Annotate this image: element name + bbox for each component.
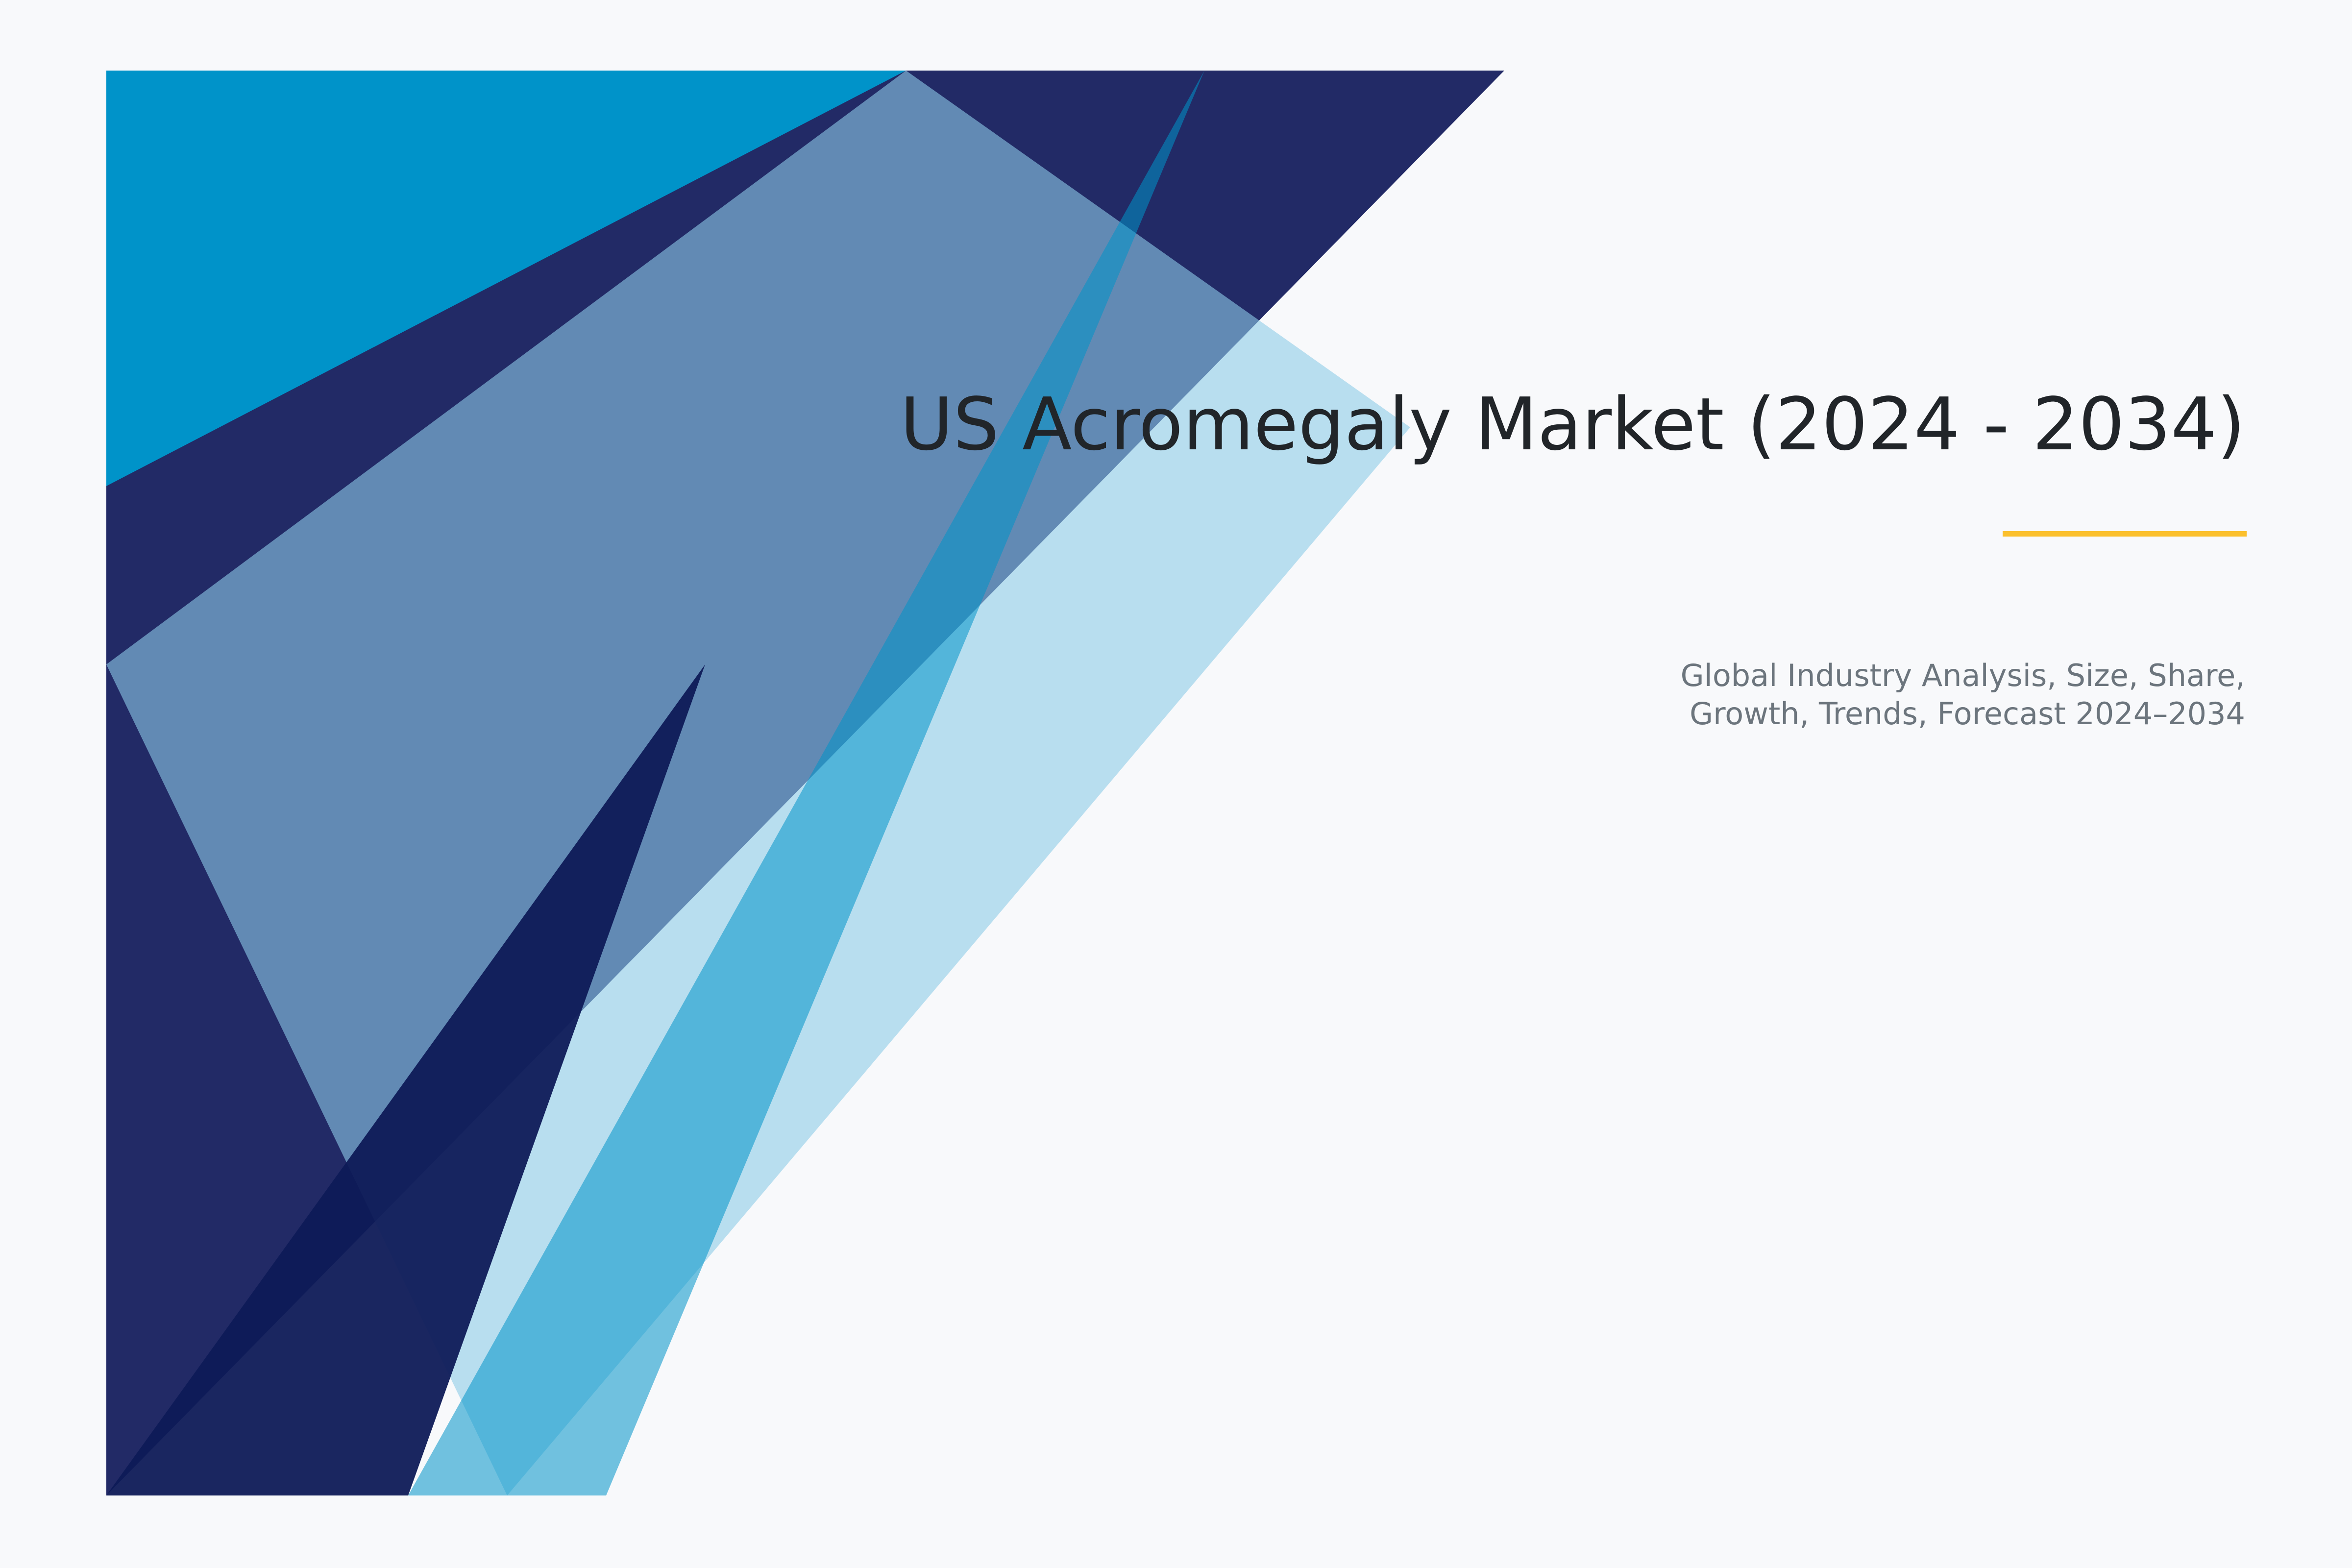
page-title: US Acromegaly Market (2024 - 2034) <box>900 382 2245 466</box>
subtitle-line-1: Global Industry Analysis, Size, Share, <box>1680 658 2245 693</box>
mid-blue-stripe <box>408 71 1204 1495</box>
accent-divider <box>2003 531 2247 537</box>
bright-blue-triangle <box>106 71 906 486</box>
subtitle: Global Industry Analysis, Size, Share, G… <box>1681 657 2245 733</box>
deep-navy-triangle <box>106 664 705 1495</box>
subtitle-line-2: Growth, Trends, Forecast 2024–2034 <box>1690 696 2245 732</box>
